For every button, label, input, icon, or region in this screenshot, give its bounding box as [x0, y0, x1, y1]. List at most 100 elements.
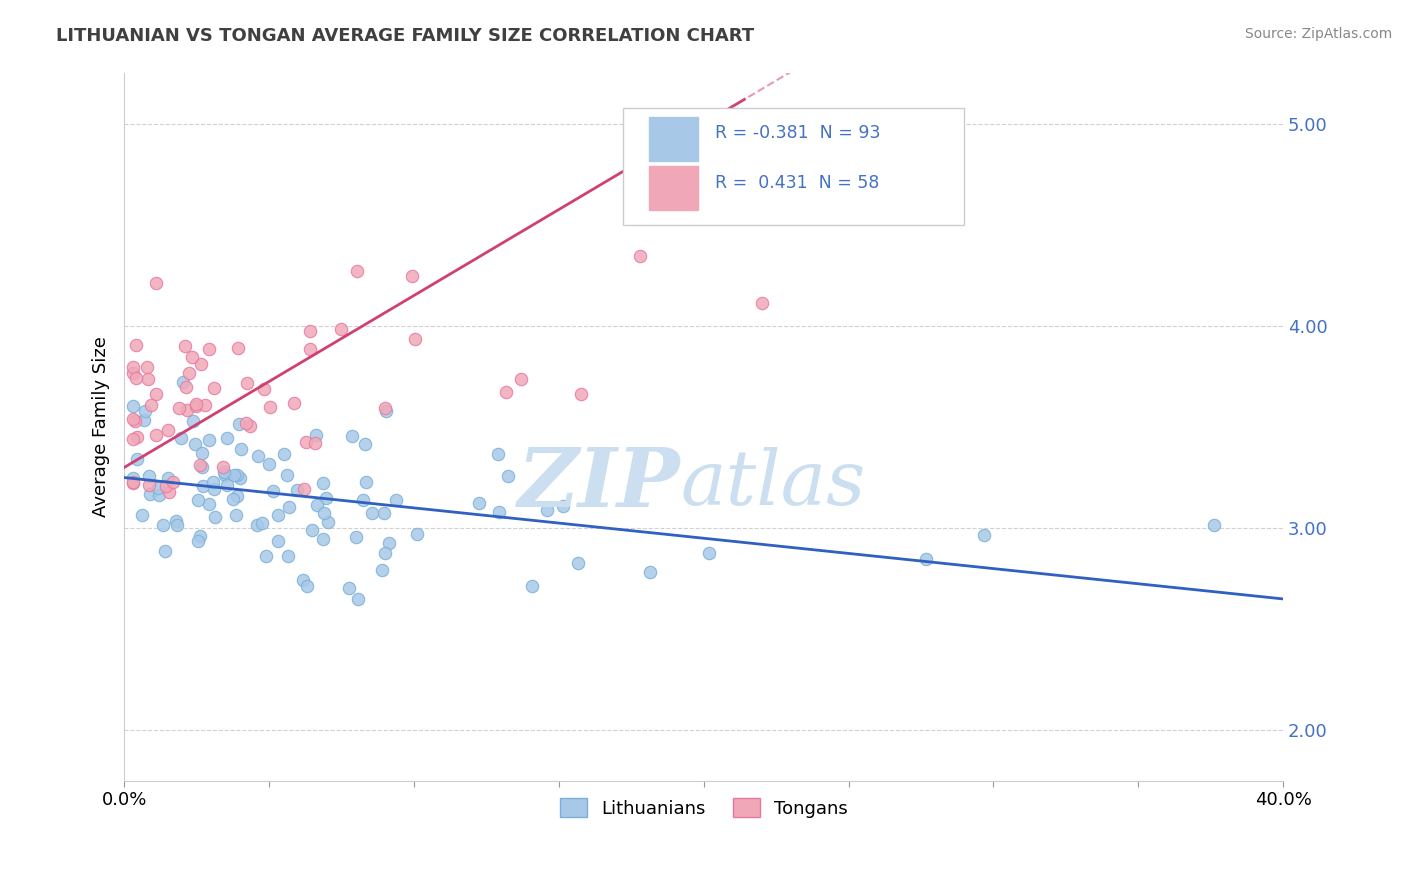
Point — [136, 360, 159, 375]
Point — [312, 476, 335, 491]
Point — [122, 367, 145, 381]
Point — [236, 376, 259, 391]
Point — [468, 496, 491, 510]
Point — [283, 396, 305, 410]
Point — [699, 546, 721, 560]
Point — [405, 527, 427, 541]
Point — [157, 484, 180, 499]
Point — [124, 413, 146, 427]
Point — [315, 491, 337, 505]
Point — [305, 428, 328, 442]
Point — [228, 471, 250, 485]
Point — [172, 375, 194, 389]
Point — [225, 508, 247, 522]
Point — [314, 506, 336, 520]
Point — [347, 592, 370, 607]
Point — [125, 338, 148, 352]
Point — [212, 465, 235, 479]
Bar — [650, 117, 697, 161]
Point — [125, 430, 148, 444]
Point — [329, 322, 352, 336]
Point — [202, 475, 225, 490]
Point — [252, 516, 274, 531]
Point — [257, 457, 280, 471]
Point — [267, 534, 290, 549]
Point — [374, 546, 396, 560]
Point — [301, 523, 323, 537]
Text: Source: ZipAtlas.com: Source: ZipAtlas.com — [1244, 27, 1392, 41]
Point — [247, 449, 270, 463]
Point — [636, 207, 658, 221]
Text: R = -0.381  N = 93: R = -0.381 N = 93 — [716, 124, 880, 142]
Point — [162, 475, 184, 489]
Point — [404, 332, 426, 346]
Point — [553, 500, 575, 514]
Point — [122, 471, 145, 485]
Point — [138, 468, 160, 483]
Point — [188, 458, 211, 472]
Point — [132, 413, 155, 427]
Point — [194, 398, 217, 412]
Point — [146, 481, 169, 495]
Point — [239, 419, 262, 434]
Point — [148, 488, 170, 502]
Point — [267, 508, 290, 523]
Point — [486, 447, 509, 461]
Point — [190, 357, 212, 371]
Point — [297, 579, 319, 593]
Point — [174, 339, 197, 353]
Point — [378, 536, 401, 550]
Y-axis label: Average Family Size: Average Family Size — [93, 336, 110, 517]
Point — [131, 508, 153, 523]
Point — [181, 414, 204, 428]
Text: atlas: atlas — [681, 447, 866, 521]
Point — [496, 469, 519, 483]
Point — [188, 529, 211, 543]
Point — [125, 371, 148, 385]
Point — [122, 359, 145, 374]
Point — [253, 382, 276, 396]
Point — [292, 573, 315, 587]
Point — [134, 404, 156, 418]
Point — [156, 423, 179, 437]
Point — [193, 479, 215, 493]
Point — [262, 484, 284, 499]
Point — [337, 581, 360, 595]
Point — [292, 482, 315, 496]
Point — [295, 435, 318, 450]
Point — [170, 431, 193, 445]
Point — [569, 387, 592, 401]
Point — [316, 515, 339, 529]
Point — [202, 381, 225, 395]
Point — [304, 435, 326, 450]
Point — [344, 530, 367, 544]
Point — [145, 428, 167, 442]
Point — [122, 412, 145, 426]
Point — [235, 416, 257, 430]
Point — [522, 579, 544, 593]
Point — [628, 250, 651, 264]
Point — [231, 442, 253, 456]
Point — [155, 478, 177, 492]
Point — [374, 401, 396, 415]
Point — [401, 269, 423, 284]
Point — [254, 549, 277, 564]
Point — [139, 487, 162, 501]
Text: R =  0.431  N = 58: R = 0.431 N = 58 — [716, 174, 880, 192]
Point — [273, 446, 295, 460]
Point — [311, 533, 333, 547]
Point — [352, 493, 374, 508]
Point — [122, 475, 145, 490]
Point — [176, 402, 198, 417]
Legend: Lithuanians, Tongans: Lithuanians, Tongans — [553, 791, 855, 825]
Point — [198, 433, 221, 447]
FancyBboxPatch shape — [623, 109, 965, 225]
Text: LITHUANIAN VS TONGAN AVERAGE FAMILY SIZE CORRELATION CHART: LITHUANIAN VS TONGAN AVERAGE FAMILY SIZE… — [56, 27, 755, 45]
Point — [276, 468, 298, 483]
Point — [166, 518, 188, 533]
Point — [217, 431, 239, 445]
Point — [122, 475, 145, 489]
Point — [246, 517, 269, 532]
Point — [299, 342, 322, 356]
Point — [973, 528, 995, 542]
